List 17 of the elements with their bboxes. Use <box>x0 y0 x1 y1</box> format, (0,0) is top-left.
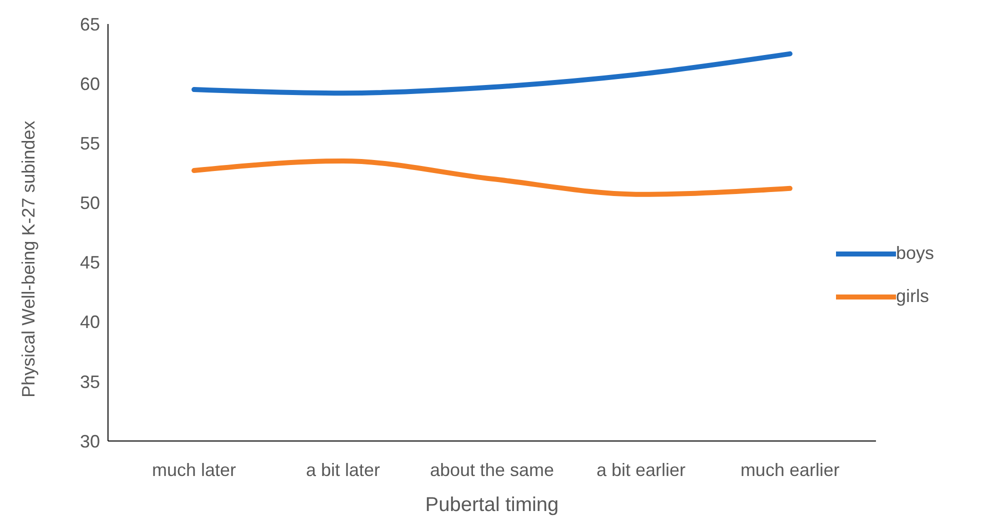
legend-label: boys <box>896 243 934 264</box>
y-tick-label: 35 <box>80 372 100 392</box>
legend-label: girls <box>896 286 929 307</box>
y-axis-title: Physical Well-being K-27 subindex <box>18 120 38 398</box>
y-tick-label: 45 <box>80 252 100 273</box>
y-tick-label: 60 <box>80 74 100 94</box>
x-tick-label: much later <box>152 460 236 480</box>
x-tick-label: a bit later <box>306 460 380 480</box>
y-tick-label: 55 <box>80 134 100 154</box>
y-tick-label: 65 <box>80 14 100 34</box>
y-tick-label: 50 <box>80 193 100 214</box>
x-axis-title: Pubertal timing <box>425 494 559 516</box>
y-tick-label: 40 <box>80 312 100 332</box>
x-tick-label: about the same <box>430 460 554 480</box>
y-tick-label: 30 <box>80 431 100 452</box>
x-tick-label: a bit earlier <box>596 460 686 480</box>
x-tick-label: much earlier <box>740 460 840 480</box>
